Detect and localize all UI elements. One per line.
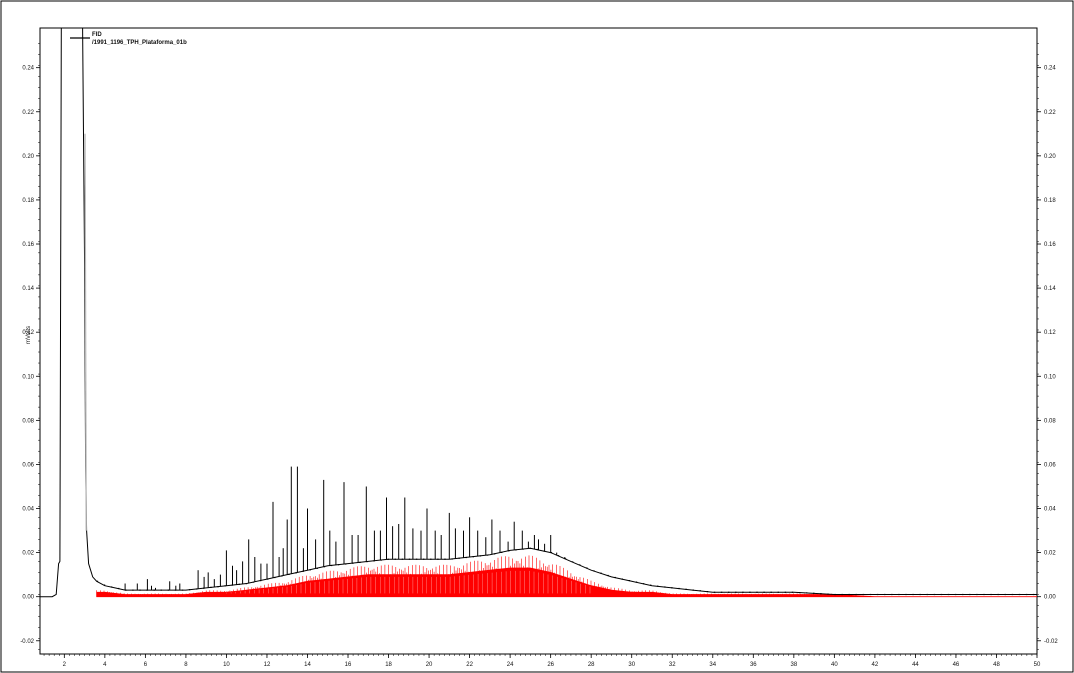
x-tick-label: 26 (547, 662, 554, 668)
y-tick-label-right: -0.02 (1044, 639, 1058, 645)
y-tick-label-left: 0.06 (22, 462, 34, 468)
legend: FID /1991_1196_TPH_Plataforma_01b (70, 32, 187, 46)
series-black-trace (40, 27, 1037, 598)
series-fid-trace (40, 27, 1037, 598)
x-tick-label: 28 (588, 662, 595, 668)
x-tick-label: 42 (872, 662, 879, 668)
x-tick-label: 32 (669, 662, 676, 668)
y-tick-label-right: 0.18 (1044, 198, 1056, 204)
x-tick-label: 14 (304, 662, 311, 668)
x-tick-label: 34 (709, 662, 716, 668)
series-red-fill (96, 555, 1037, 598)
x-tick-label: 22 (466, 662, 473, 668)
axes: 2 4 6 8 10 12 14 16 18 20 22 24 26 28 30 32 34 36 38 40 42 44… (20, 43, 1058, 668)
y-tick-label-right: 0.22 (1044, 110, 1056, 116)
legend-label-sample: /1991_1196_TPH_Plataforma_01b (92, 40, 187, 46)
x-tick-label: 4 (103, 662, 107, 668)
x-tick-label: 46 (953, 662, 960, 668)
y-tick-label-right: 0.24 (1044, 66, 1056, 72)
x-tick-label: 2 (63, 662, 67, 668)
y-tick-label-right: 0.10 (1044, 374, 1056, 380)
series-fid-tail-highlight (84, 133, 87, 531)
x-tick-label: 6 (144, 662, 148, 668)
plot-border (39, 27, 1038, 655)
y-tick-label-right: 0.06 (1044, 462, 1056, 468)
y-tick-label-left: 0.20 (22, 154, 34, 160)
y-tick-label-right: 0.16 (1044, 242, 1056, 248)
x-tick-label: 36 (750, 662, 757, 668)
y-tick-label-left: 0.16 (22, 242, 34, 248)
y-tick-label-right: 0.04 (1044, 507, 1056, 513)
x-tick-label: 48 (993, 662, 1000, 668)
y-tick-label-left: 0.04 (22, 507, 34, 513)
y-tick-label-right: 0.02 (1044, 551, 1056, 557)
x-tick-label: 30 (628, 662, 635, 668)
y-axis-label: mVolts (26, 326, 32, 344)
y-tick-label-left: 0.22 (22, 110, 34, 116)
y-tick-label-left: 0.14 (22, 286, 34, 292)
x-tick-label: 20 (426, 662, 433, 668)
x-tick-label: 44 (912, 662, 919, 668)
x-tick-label: 10 (223, 662, 230, 668)
legend-label-fid: FID (92, 32, 102, 38)
x-tick-label: 50 (1034, 662, 1041, 668)
y-tick-label-right: 0.14 (1044, 286, 1056, 292)
x-tick-label: 38 (790, 662, 797, 668)
y-tick-label-left: -0.02 (20, 639, 34, 645)
x-tick-label: 12 (264, 662, 271, 668)
y-tick-label-right: 0.08 (1044, 418, 1056, 424)
y-tick-label-left: 0.10 (22, 374, 34, 380)
y-tick-label-right: 0.20 (1044, 154, 1056, 160)
x-tick-label: 40 (831, 662, 838, 668)
y-tick-label-right: 0.00 (1044, 595, 1056, 601)
y-tick-label-left: 0.08 (22, 418, 34, 424)
y-tick-label-right: 0.12 (1044, 330, 1056, 336)
x-tick-label: 24 (507, 662, 514, 668)
y-tick-label-left: 0.24 (22, 66, 34, 72)
y-tick-label-left: 0.12 (22, 330, 34, 336)
x-tick-label: 8 (184, 662, 188, 668)
y-tick-label-left: 0.02 (22, 551, 34, 557)
x-tick-label: 18 (385, 662, 392, 668)
y-tick-label-left: 0.18 (22, 198, 34, 204)
x-tick-label: 16 (345, 662, 352, 668)
y-tick-label-left: 0.00 (22, 595, 34, 601)
